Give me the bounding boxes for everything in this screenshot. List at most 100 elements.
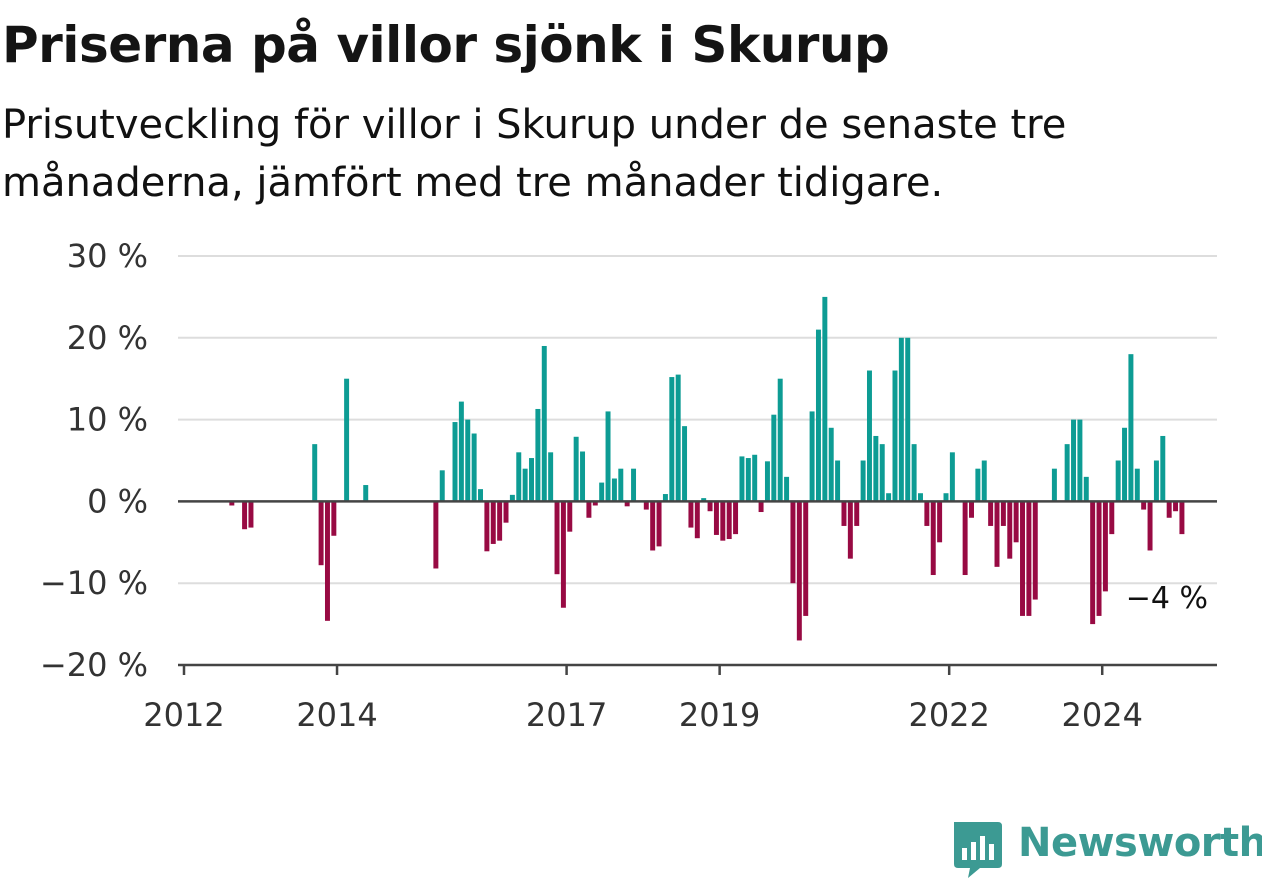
bar — [324, 501, 330, 621]
bar — [892, 370, 898, 502]
bar — [822, 296, 828, 502]
x-tick-label: 2017 — [526, 696, 607, 734]
bar — [898, 337, 904, 502]
bar — [560, 501, 566, 608]
bar — [1134, 468, 1140, 502]
bar — [790, 501, 796, 584]
bar — [784, 476, 790, 502]
y-tick-label: 20 % — [67, 319, 148, 357]
y-tick-label: 10 % — [67, 401, 148, 439]
bar — [949, 452, 955, 502]
bar — [503, 501, 509, 523]
bar — [509, 494, 515, 502]
bar — [363, 485, 369, 502]
bar — [1026, 501, 1032, 616]
bar — [918, 493, 923, 502]
bar — [331, 501, 337, 536]
bar — [1064, 444, 1070, 502]
bar — [439, 470, 445, 502]
bar — [1007, 501, 1013, 559]
bar — [1141, 501, 1147, 510]
bar — [605, 411, 611, 502]
bar — [796, 501, 802, 641]
bar — [720, 501, 726, 541]
bar — [535, 408, 541, 502]
bar — [758, 501, 764, 513]
bar — [1083, 476, 1089, 502]
bar — [803, 501, 809, 616]
bar — [994, 501, 1000, 567]
bar — [1071, 419, 1077, 502]
bar — [1032, 501, 1038, 600]
bar — [611, 478, 617, 502]
bar — [930, 501, 936, 576]
bar — [1020, 501, 1025, 616]
bar — [618, 468, 624, 502]
x-tick-label: 2012 — [143, 696, 224, 734]
bar — [312, 444, 318, 502]
bar — [522, 468, 528, 502]
bar — [688, 501, 694, 528]
x-axis-labels: 2012 2014 2017 2019 2022 2024 — [143, 696, 1143, 734]
bar — [1128, 354, 1134, 502]
bar — [541, 345, 547, 502]
bar — [854, 501, 860, 526]
bar — [771, 414, 777, 502]
bar — [860, 460, 866, 502]
bar — [229, 501, 235, 506]
bar — [975, 468, 981, 502]
bar — [828, 427, 834, 502]
bar — [752, 454, 758, 502]
bar — [1173, 501, 1179, 512]
bar — [433, 501, 439, 569]
bar — [764, 461, 770, 502]
bar — [1102, 501, 1108, 592]
newsworthy-chart-icon — [954, 822, 1002, 878]
bar — [662, 494, 668, 502]
bar — [841, 501, 847, 526]
bar — [745, 458, 751, 502]
newsworthy-logo: Newsworthy — [950, 818, 1262, 878]
bar — [847, 501, 853, 559]
bar — [631, 468, 637, 502]
bar — [318, 501, 324, 566]
y-tick-label: 30 % — [67, 237, 148, 275]
bar — [1122, 427, 1128, 502]
bar — [554, 501, 560, 575]
grid-lines — [178, 255, 1217, 585]
bar — [497, 501, 503, 541]
bar — [465, 419, 471, 502]
bar — [726, 501, 732, 540]
bar — [969, 501, 974, 518]
bar — [1153, 460, 1159, 502]
bar — [873, 435, 879, 502]
bar — [1096, 501, 1102, 616]
bar — [650, 501, 656, 551]
bar — [886, 493, 892, 502]
bar — [981, 460, 987, 502]
bar — [701, 498, 707, 502]
bar — [669, 377, 675, 502]
bar — [943, 493, 949, 502]
bar — [248, 501, 254, 528]
bar — [809, 411, 815, 502]
bar — [458, 401, 464, 502]
bar — [242, 501, 248, 530]
bar — [599, 482, 605, 502]
bar — [592, 501, 598, 506]
y-tick-label: −20 % — [40, 646, 148, 684]
bar — [1013, 501, 1019, 543]
bar — [924, 501, 930, 526]
bar — [962, 501, 968, 576]
bar — [1147, 501, 1153, 551]
bar — [694, 501, 700, 539]
bar — [548, 452, 554, 502]
y-axis-labels: 30 % 20 % 10 % 0 % −10 % −20 % — [40, 237, 148, 684]
last-value-label: −4 % — [1126, 581, 1208, 616]
x-tick-label: 2019 — [679, 696, 760, 734]
bar — [1160, 435, 1166, 502]
bar — [866, 370, 872, 502]
x-tick-label: 2024 — [1062, 696, 1143, 734]
bar — [905, 337, 911, 502]
bar — [656, 501, 662, 547]
